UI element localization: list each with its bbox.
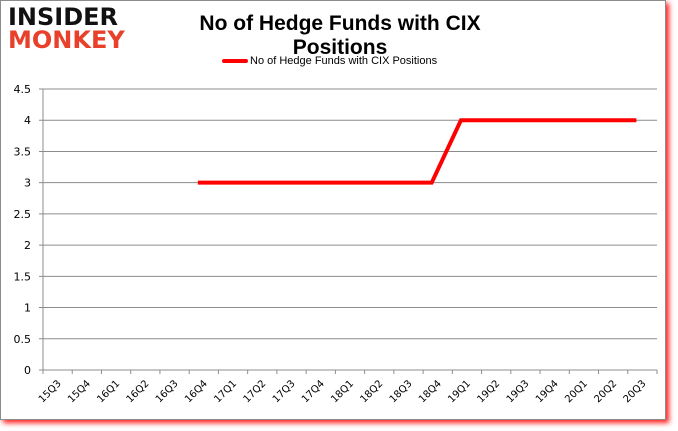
y-tick-label: 2 (24, 239, 31, 252)
x-tick-label: 19Q3 (505, 378, 532, 405)
x-tick-label: 19Q2 (475, 378, 502, 405)
x-tick-label: 17Q3 (271, 378, 298, 405)
y-tick-label: 4.5 (14, 83, 32, 96)
x-tick-label: 17Q4 (300, 378, 327, 405)
x-tick-label: 19Q4 (534, 378, 561, 405)
series-line (197, 118, 637, 185)
x-tick-label: 18Q3 (388, 378, 415, 405)
y-tick-label: 0.5 (14, 333, 32, 346)
insider-monkey-logo: INSIDER MONKEY (8, 3, 125, 54)
x-tick-label: 15Q3 (37, 378, 64, 405)
logo-line2: MONKEY (8, 26, 125, 54)
x-tick-label: 20Q2 (592, 378, 619, 405)
logo-line1: INSIDER (8, 3, 119, 31)
legend-line-swatch (222, 59, 248, 63)
y-tick-label: 3.5 (14, 145, 32, 158)
y-tick-label: 2.5 (14, 208, 32, 221)
chart-title: No of Hedge Funds with CIX Positions (199, 12, 481, 59)
x-tick-label: 16Q3 (154, 378, 181, 405)
x-tick-label: 20Q1 (563, 378, 590, 405)
chart-legend: No of Hedge Funds with CIX Positions (222, 55, 437, 67)
x-tick-label: 16Q1 (95, 378, 122, 405)
x-tick-label: 16Q2 (125, 378, 152, 405)
x-tick-label: 16Q4 (183, 378, 210, 405)
x-tick-label: 18Q1 (329, 378, 356, 405)
x-tick-label: 18Q2 (359, 378, 386, 405)
x-tick-label: 15Q4 (66, 378, 93, 405)
x-tick-label: 19Q1 (446, 378, 473, 405)
y-tick-label: 4 (24, 114, 31, 127)
chart-frame (0, 0, 666, 420)
x-tick-label: 17Q1 (212, 378, 239, 405)
x-tick-label: 20Q3 (622, 378, 649, 405)
legend-label: No of Hedge Funds with CIX Positions (250, 55, 438, 67)
x-tick-label: 17Q2 (242, 378, 269, 405)
y-tick-label: 0 (24, 364, 31, 377)
y-tick-label: 1.5 (14, 270, 32, 283)
y-tick-label: 1 (24, 302, 31, 315)
x-tick-label: 18Q4 (417, 378, 444, 405)
y-tick-label: 3 (24, 177, 31, 190)
